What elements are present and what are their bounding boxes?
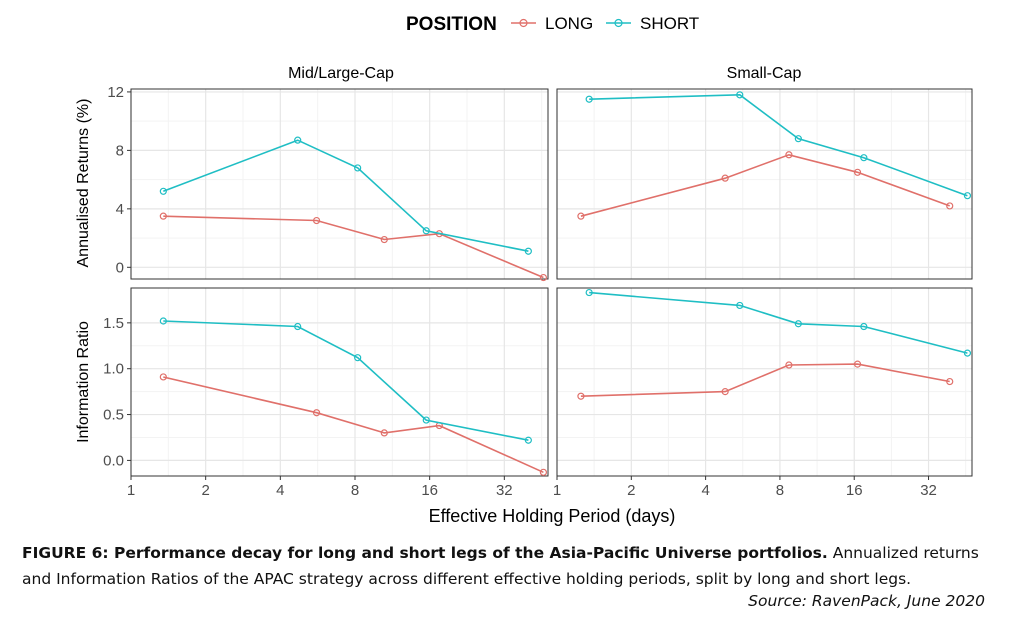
legend-short-marker: [614, 18, 623, 28]
panel-r1-c0: [130, 287, 549, 477]
y-tick-label: 1.5: [103, 315, 124, 332]
series-line-long: [163, 376, 544, 474]
data-point-short: [860, 322, 868, 331]
data-point-long: [577, 392, 585, 400]
y-tick-label: 4: [116, 201, 124, 218]
x-tick-label: 1: [553, 482, 561, 499]
y-tick-label: 1.0: [103, 361, 124, 378]
figure-caption: FIGURE 6: Performance decay for long and…: [22, 540, 990, 592]
x-tick-label: 32: [920, 482, 937, 499]
y-axis-title-information-ratio: Information Ratio: [75, 321, 92, 443]
x-tick-label: 32: [496, 482, 513, 499]
data-point-short: [963, 192, 972, 200]
data-point-short: [159, 317, 167, 325]
data-point-long: [853, 360, 862, 368]
legend-long-label: LONG: [545, 14, 593, 33]
data-point-short: [794, 135, 802, 143]
data-point-short: [736, 91, 744, 99]
data-point-short: [524, 247, 532, 255]
data-point-short: [860, 154, 868, 162]
panel-border: [130, 88, 549, 280]
facet-title-mid-large-cap: Mid/Large-Cap: [288, 65, 394, 82]
data-point-long: [312, 216, 321, 225]
legend-short-label: SHORT: [640, 14, 699, 33]
series-line-short: [589, 93, 968, 197]
y-tick-label: 0.5: [103, 407, 124, 424]
y-tick-label: 0.0: [103, 452, 124, 469]
series-line-short: [163, 139, 529, 252]
panel-r0-c1: [556, 88, 973, 280]
x-tick-label: 8: [776, 482, 784, 499]
panel-border: [130, 287, 549, 477]
caption-text: Annualized returns and Information Ratio…: [22, 544, 979, 588]
data-point-short: [585, 95, 593, 103]
series-line-short: [589, 291, 968, 354]
series-line-long: [580, 363, 950, 397]
data-point-short: [794, 320, 802, 328]
data-point-long: [380, 235, 388, 244]
data-point-short: [294, 136, 302, 144]
data-point-short: [294, 322, 302, 331]
y-tick-label: 8: [116, 142, 124, 159]
data-point-long: [159, 212, 167, 220]
data-point-short: [422, 416, 430, 424]
data-point-long: [577, 212, 585, 220]
data-point-long: [785, 151, 793, 159]
data-point-long: [312, 409, 321, 417]
data-point-short: [524, 436, 532, 444]
panel-r0-c0: [130, 88, 549, 280]
source-note: Source: RavenPack, June 2020: [748, 592, 985, 610]
data-point-short: [736, 301, 744, 310]
data-point-long: [946, 202, 954, 210]
x-tick-label: 16: [846, 482, 863, 499]
x-tick-label: 4: [701, 482, 709, 499]
x-axis-title: Effective Holding Period (days): [429, 506, 676, 526]
data-point-short: [354, 354, 362, 362]
x-tick-label: 1: [127, 482, 135, 499]
data-point-long: [539, 273, 548, 282]
data-point-long: [946, 377, 954, 386]
legend-long-marker: [519, 18, 528, 28]
y-tick-label: 12: [107, 84, 124, 101]
x-tick-label: 16: [421, 482, 438, 499]
data-point-long: [159, 373, 167, 381]
y-tick-label: 0: [116, 259, 124, 276]
x-tick-label: 4: [276, 482, 284, 499]
x-tick-label: 8: [351, 482, 359, 499]
y-axis-title-returns: Annualised Returns (%): [75, 99, 92, 268]
data-point-long: [380, 429, 388, 437]
panel-border: [556, 287, 973, 477]
faceted-line-chart: POSITION LONG SHORT Mid/Large-Cap Small-…: [75, 14, 973, 526]
data-point-short: [963, 349, 972, 357]
x-tick-label: 2: [627, 482, 635, 499]
legend-title: POSITION: [406, 14, 497, 35]
data-point-long: [853, 168, 862, 176]
facet-title-small-cap: Small-Cap: [727, 65, 802, 82]
data-point-long: [785, 361, 793, 369]
panel-r1-c1: [556, 287, 973, 477]
series-line-short: [163, 320, 529, 441]
data-point-short: [422, 227, 430, 235]
data-point-long: [721, 388, 729, 396]
series-line-long: [163, 215, 544, 279]
legend: POSITION LONG SHORT: [406, 14, 699, 35]
data-point-long: [721, 174, 729, 182]
series-line-long: [580, 153, 950, 217]
panel-border: [556, 88, 973, 280]
data-point-short: [354, 164, 362, 172]
data-point-long: [539, 468, 548, 476]
data-point-short: [585, 288, 593, 297]
caption-label: FIGURE 6: Performance decay for long and…: [22, 544, 828, 562]
x-tick-label: 2: [201, 482, 209, 499]
data-point-short: [159, 187, 167, 195]
